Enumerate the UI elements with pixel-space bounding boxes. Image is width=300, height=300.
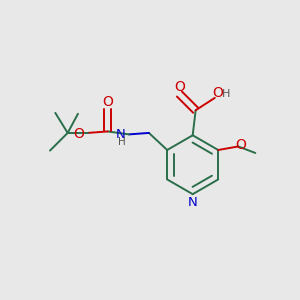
Text: H: H — [222, 89, 230, 99]
Text: O: O — [212, 85, 223, 100]
Text: O: O — [235, 138, 246, 152]
Text: H: H — [118, 137, 126, 147]
Text: O: O — [174, 80, 185, 94]
Text: O: O — [73, 127, 84, 140]
Text: N: N — [188, 196, 198, 209]
Text: N: N — [116, 128, 126, 141]
Text: O: O — [102, 95, 113, 109]
